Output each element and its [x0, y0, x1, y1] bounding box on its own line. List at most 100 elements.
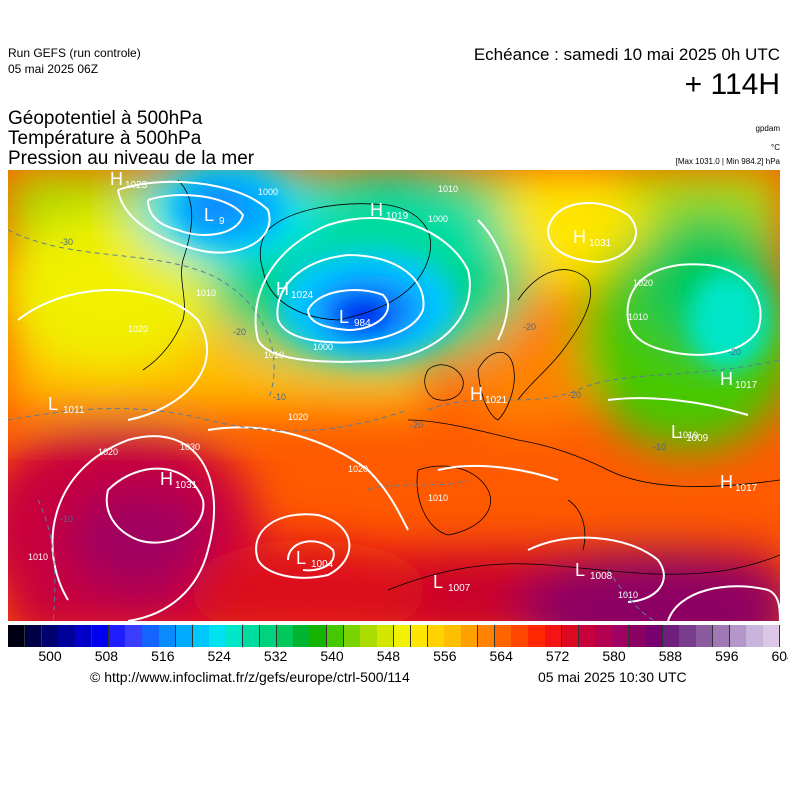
scale-swatch [628, 625, 647, 647]
scale-swatch [58, 625, 76, 647]
scale-swatch [679, 625, 697, 647]
pressure-center-value: 1021 [485, 395, 508, 406]
scale-tick-label: 556 [433, 648, 457, 664]
scale-tick-label: 572 [545, 648, 570, 664]
scale-swatch [24, 625, 43, 647]
pressure-center-high: H [110, 170, 123, 189]
isobar-label: 1020 [98, 447, 118, 457]
forecast-hour: + 114H [684, 68, 780, 101]
scale-swatch [159, 625, 177, 647]
isobar-label: 1020 [633, 278, 653, 288]
scale-swatch [226, 625, 244, 647]
pressure-center-value: 1031 [175, 480, 198, 491]
pressure-center-value: 9 [219, 216, 225, 227]
run-title: Run GEFS (run controle) [8, 46, 141, 60]
pressure-center-high: H [370, 200, 383, 220]
isobar-label: 1000 [428, 214, 448, 224]
title-geopotential: Géopotentiel à 500hPa [8, 108, 203, 129]
title-temperature: Température à 500hPa [8, 128, 202, 149]
isobar-label: 1010 [196, 288, 216, 298]
pressure-center-value: 1009 [686, 433, 709, 444]
temperature-label: -20 [410, 420, 423, 430]
temperature-label: -20 [523, 322, 536, 332]
scale-tick-label: 508 [94, 648, 119, 664]
pressure-center-value: 1017 [735, 380, 758, 391]
temperature-label: -10 [60, 514, 73, 524]
scale-swatch [343, 625, 361, 647]
scale-swatch [746, 625, 764, 647]
scale-swatch [326, 625, 345, 647]
pressure-center-high: H [573, 227, 586, 247]
isobar-label: 1030 [180, 442, 200, 452]
scale-tick-label: 588 [658, 648, 683, 664]
pressure-center-low: L [204, 205, 214, 225]
echeance-label: Echéance : samedi 10 mai 2025 0h UTC [473, 45, 780, 64]
pressure-center-value: 1019 [386, 211, 409, 222]
scale-swatch [91, 625, 110, 647]
pressure-center-high: H [276, 279, 289, 299]
scale-swatch [209, 625, 227, 647]
isobar-label: 1020 [348, 464, 368, 474]
generation-timestamp: 05 mai 2025 10:30 UTC [538, 669, 687, 685]
unit-celsius: °C [771, 143, 780, 152]
scale-tick-label: 500 [38, 648, 62, 664]
scale-swatch [8, 625, 26, 647]
scale-swatch [763, 625, 781, 647]
scale-swatch [293, 625, 311, 647]
scale-swatch [595, 625, 613, 647]
pressure-range: [Max 1031.0 | Min 984.2] hPa [675, 157, 780, 166]
scale-swatch [192, 625, 210, 647]
scale-tick-label: 532 [263, 648, 288, 664]
isobar-label: 1010 [678, 430, 698, 440]
source-url: © http://www.infoclimat.fr/z/gefs/europe… [90, 669, 410, 685]
pressure-center-low: L [575, 560, 585, 580]
scale-swatch [75, 625, 93, 647]
scale-swatch [427, 625, 445, 647]
isobar-label: 1010 [264, 350, 284, 360]
scale-swatch [612, 625, 630, 647]
scale-swatch [712, 625, 731, 647]
geopotential-field [8, 170, 780, 621]
scale-tick-label: 524 [207, 648, 231, 664]
scale-swatch [360, 625, 378, 647]
scale-swatch [41, 625, 59, 647]
pressure-center-value: 1023 [125, 180, 148, 191]
scale-swatch [175, 625, 194, 647]
scale-swatch [494, 625, 512, 647]
scale-swatch [662, 625, 680, 647]
scale-tick-label: 580 [602, 648, 626, 664]
temperature-label: -20 [568, 390, 581, 400]
isobar-label: 1000 [313, 342, 333, 352]
isobar-label: 1010 [428, 493, 448, 503]
pressure-center-value: 1017 [735, 483, 758, 494]
scale-swatch [729, 625, 747, 647]
scale-swatch [108, 625, 126, 647]
pressure-center-value: 1011 [63, 405, 85, 416]
pressure-center-high: H [470, 384, 483, 404]
isobar-label: 1010 [618, 590, 638, 600]
scale-swatch [310, 625, 328, 647]
pressure-center-low: L [671, 422, 681, 442]
temperature-label: -20 [233, 327, 246, 337]
isobar-label: 1020 [128, 324, 148, 334]
scale-swatch [561, 625, 580, 647]
scale-swatch [696, 625, 714, 647]
isobar-label: 1010 [628, 312, 648, 322]
scale-tick-label: 564 [489, 648, 513, 664]
scale-swatch [276, 625, 294, 647]
isobar-label: 1000 [258, 187, 278, 197]
scale-swatch [461, 625, 479, 647]
scale-swatch [578, 625, 596, 647]
temperature-label: -20 [728, 347, 741, 357]
unit-gpdam: gpdam [755, 124, 780, 133]
scale-swatch [511, 625, 529, 647]
title-pressure: Pression au niveau de la mer [8, 148, 255, 169]
isobars [17, 180, 780, 621]
temperature-label: -10 [273, 392, 286, 402]
scale-tick-label: 604 [771, 648, 788, 664]
scale-tick-label: 548 [376, 648, 401, 664]
color-scale-bar [8, 625, 781, 647]
coastlines [142, 179, 780, 591]
